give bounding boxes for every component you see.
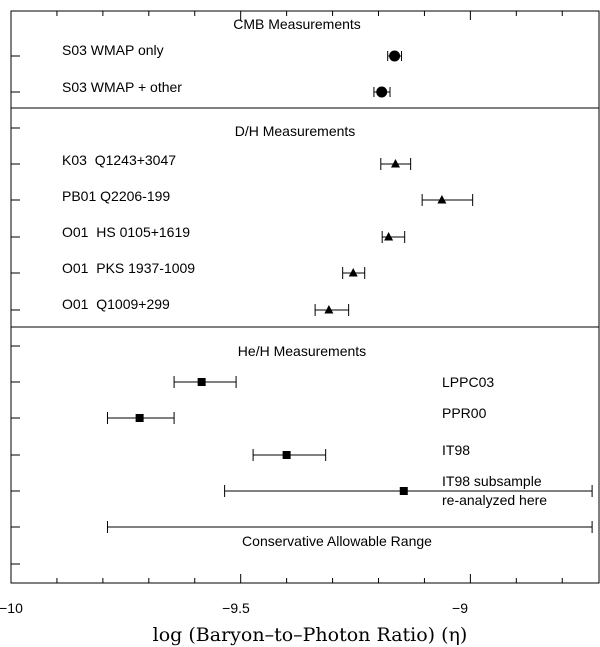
x-tick-label-minus9: −9 (452, 600, 468, 616)
row-label-o01-q1009: O01 Q1009+299 (62, 296, 170, 312)
data-point-triangle (324, 305, 334, 314)
x-axis-label: log (Baryon–to–Photon Ratio) (η) (153, 624, 468, 646)
data-point-circle (376, 86, 388, 98)
row-label-o01-pks: O01 PKS 1937-1009 (62, 260, 195, 276)
section-title-cmb: CMB Measurements (233, 16, 361, 32)
plot-frame (10, 10, 600, 584)
x-tick-label-minus9-5: −9.5 (222, 600, 250, 616)
data-point-square (282, 451, 291, 459)
data-point-triangle (348, 268, 358, 277)
data-point-triangle (384, 232, 394, 241)
data-point-circle (389, 50, 401, 62)
row-label-k03: K03 Q1243+3047 (62, 152, 176, 168)
row-label-lppc03: LPPC03 (442, 374, 494, 390)
data-point-triangle (390, 159, 400, 168)
data-point-triangle (437, 195, 447, 204)
row-label-it98: IT98 (442, 442, 470, 458)
row-label-it98-subsample-line2: re-analyzed here (442, 492, 547, 508)
row-label-o01-hs: O01 HS 0105+1619 (62, 224, 190, 240)
section-title-dh: D/H Measurements (235, 123, 356, 139)
data-point-square (399, 487, 408, 495)
row-label-it98-subsample: IT98 subsample (442, 473, 542, 489)
data-point-square (135, 414, 144, 422)
row-label-wmap-other: S03 WMAP + other (62, 79, 182, 95)
data-marks (10, 11, 593, 583)
section-title-heh: He/H Measurements (238, 343, 366, 359)
range-label: Conservative Allowable Range (242, 533, 432, 549)
row-label-ppr00: PPR00 (442, 405, 487, 421)
row-label-pb01: PB01 Q2206-199 (62, 188, 170, 204)
x-tick-label-minus10: −10 (0, 600, 23, 616)
row-label-wmap-only: S03 WMAP only (62, 42, 164, 58)
data-point-square (197, 378, 206, 386)
